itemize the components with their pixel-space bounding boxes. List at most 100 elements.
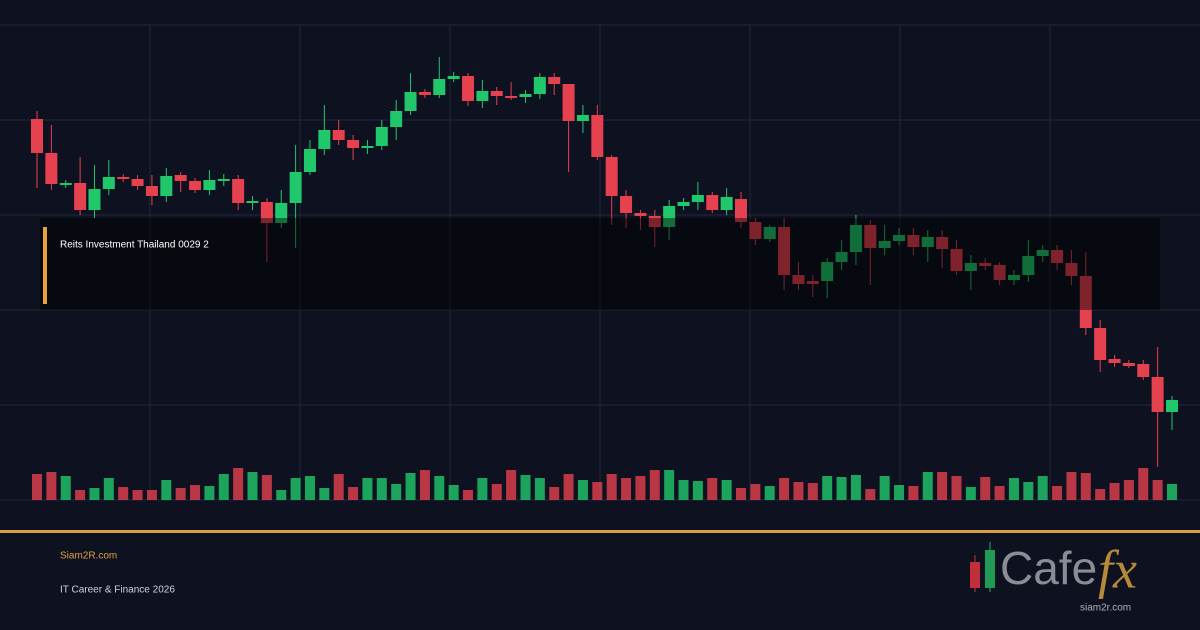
volume-bar — [678, 480, 689, 500]
candle-body — [505, 96, 518, 98]
volume-bar — [304, 476, 315, 500]
candle-body — [1122, 363, 1135, 366]
candle-body — [620, 196, 633, 213]
candle-body — [1151, 377, 1164, 412]
volume-bar — [1066, 472, 1077, 500]
candle-body — [720, 197, 733, 210]
volume-bar — [1037, 476, 1048, 500]
candle-body — [533, 77, 546, 94]
candle-body — [519, 94, 532, 97]
candle-body — [45, 153, 58, 184]
candle-body — [1094, 328, 1107, 360]
volume-bar — [1167, 484, 1177, 500]
volume-bar — [1095, 489, 1106, 500]
logo-accent: fx — [1098, 539, 1137, 599]
volume-bar — [261, 475, 272, 500]
tagline: IT Career & Finance 2026 — [60, 585, 175, 596]
candle-body — [1036, 250, 1049, 256]
volume-bar — [46, 472, 57, 500]
candle-body — [993, 265, 1006, 280]
volume-bar — [549, 487, 560, 500]
candle-body — [849, 225, 862, 252]
volume-bar — [405, 473, 416, 500]
volume-bar — [908, 486, 919, 500]
volume-bar — [103, 478, 114, 500]
logo-site: siam2r.com — [1080, 603, 1131, 614]
volume-bar — [764, 486, 775, 500]
volume-bar — [60, 476, 71, 500]
candle-body — [1079, 276, 1092, 328]
candle-body — [1022, 256, 1035, 275]
candle-body — [418, 92, 431, 95]
site-name: Siam2R.com — [60, 551, 117, 562]
volume-bar — [419, 470, 430, 500]
volume-bar — [850, 475, 861, 500]
volume-bar — [146, 490, 157, 500]
volume-bar — [1023, 482, 1034, 500]
candle-body — [821, 262, 834, 281]
candle-body — [648, 216, 661, 227]
volume-bar — [635, 476, 646, 500]
volume-bar — [865, 489, 876, 500]
volume-bar — [649, 470, 660, 500]
candle-body — [1007, 275, 1020, 280]
volume-bar — [951, 476, 962, 500]
volume-bars — [32, 468, 1177, 500]
volume-bar — [621, 478, 632, 500]
volume-bar — [118, 487, 129, 500]
candle-body — [677, 202, 690, 206]
volume-bar — [994, 486, 1005, 500]
candle-body — [691, 195, 704, 202]
candle-body — [1108, 359, 1121, 363]
logo-candle — [985, 550, 995, 588]
candle-body — [1166, 400, 1178, 412]
volume-bar — [247, 472, 258, 500]
volume-bar — [1152, 480, 1163, 500]
volume-bar — [922, 472, 933, 500]
volume-bar — [75, 490, 86, 500]
logo-candle — [970, 562, 980, 588]
candle-body — [907, 235, 920, 247]
volume-bar — [563, 474, 574, 500]
footer-rule — [0, 530, 1200, 533]
volume-bar — [721, 480, 732, 500]
logo-icon — [970, 542, 995, 592]
volume-bar — [707, 478, 718, 500]
volume-bar — [290, 478, 301, 500]
volume-bar — [319, 488, 330, 500]
candle-body — [591, 115, 604, 157]
volume-bar — [1008, 478, 1019, 500]
candle-body — [792, 275, 805, 284]
label-overlay — [40, 218, 1160, 310]
candle-body — [217, 179, 230, 181]
volume-bar — [89, 488, 100, 500]
volume-bar — [965, 487, 976, 500]
volume-bar — [506, 470, 517, 500]
candle-body — [203, 180, 216, 190]
volume-bar — [161, 480, 172, 500]
volume-bar — [937, 472, 948, 500]
candle-body — [433, 79, 446, 95]
candle-body — [347, 140, 360, 148]
candle-body — [117, 177, 130, 179]
candle-body — [361, 146, 374, 148]
volume-bar — [333, 474, 344, 500]
candle-body — [390, 111, 403, 127]
volume-bar — [463, 490, 474, 500]
candle-body — [950, 249, 963, 271]
volume-bar — [477, 478, 488, 500]
volume-bar — [1052, 486, 1063, 500]
volume-bar — [692, 481, 703, 500]
volume-bar — [175, 488, 186, 500]
candle-body — [1065, 263, 1078, 276]
candle-body — [332, 130, 345, 140]
candle-body — [706, 195, 719, 210]
overlay-accent — [43, 227, 47, 304]
volume-bar — [793, 482, 804, 500]
vertical-grid — [149, 25, 1051, 500]
candle-body — [404, 92, 417, 111]
candle-body — [778, 227, 791, 275]
volume-bar — [664, 470, 675, 500]
